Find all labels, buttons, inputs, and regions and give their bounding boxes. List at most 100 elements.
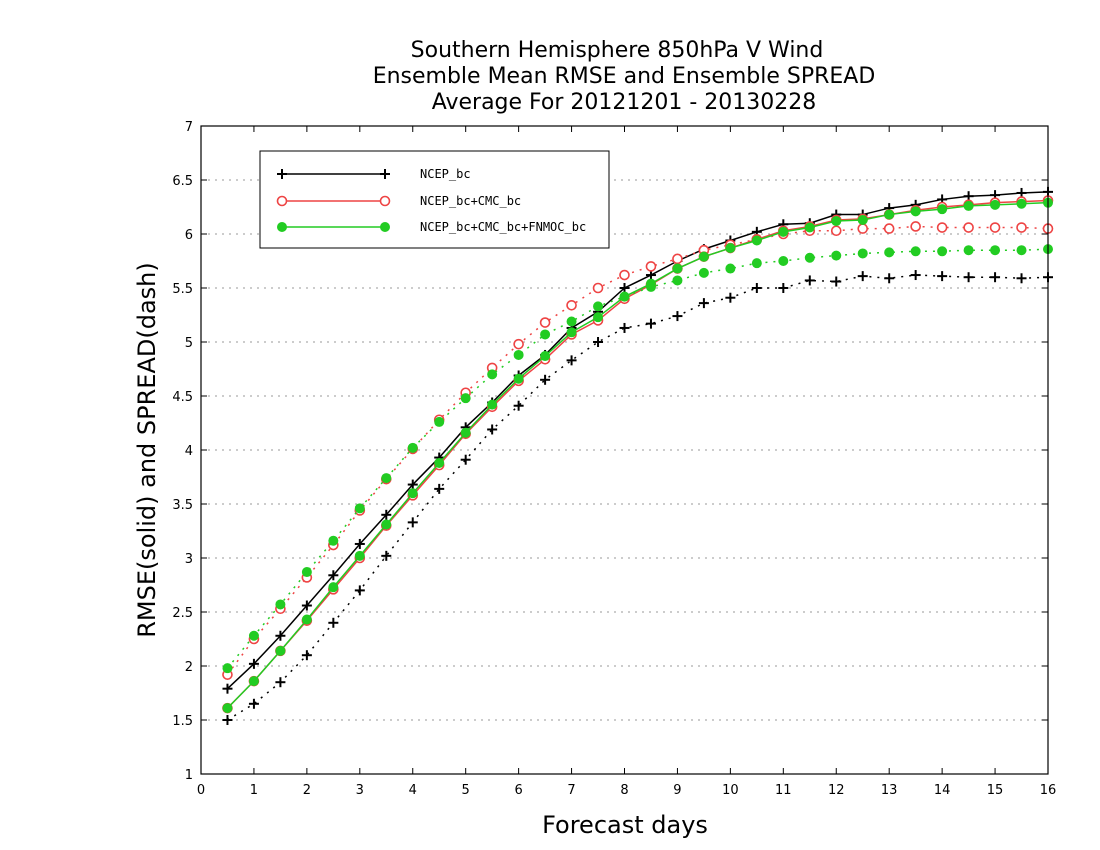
spread-point: [830, 225, 842, 237]
x-axis-label: Forecast days: [542, 811, 708, 839]
spread-point: [460, 454, 471, 465]
spread-line-0: [227, 274, 1049, 721]
spread-point: [513, 349, 524, 360]
spread-point: [884, 247, 895, 258]
rmse-point: [566, 327, 577, 338]
x-tick-label: 13: [881, 783, 898, 798]
x-tick-label: 10: [722, 783, 739, 798]
y-tick-label: 3.5: [172, 498, 193, 513]
x-tick-label: 9: [673, 783, 681, 798]
rmse-point: [540, 351, 551, 362]
spread-point: [566, 299, 577, 311]
spread-point: [566, 355, 577, 366]
x-tick-label: 5: [462, 783, 470, 798]
spread-point: [540, 329, 551, 340]
spread-point: [434, 483, 445, 494]
rmse-point: [460, 427, 471, 438]
series-2: [222, 197, 1053, 714]
spread-point: [381, 473, 392, 484]
gridlines: [201, 179, 1048, 721]
legend-marker: [276, 195, 288, 207]
x-tick-label: 8: [620, 783, 628, 798]
spread-point: [248, 630, 259, 641]
spread-point: [672, 253, 683, 265]
spread-point: [1016, 273, 1027, 284]
rmse-point: [301, 600, 312, 611]
spread-point: [487, 369, 498, 380]
rmse-point: [698, 251, 709, 262]
spread-point: [301, 567, 312, 578]
spread-point: [937, 246, 948, 257]
legend-marker: [277, 222, 287, 232]
spread-point: [778, 256, 789, 266]
rmse-point: [354, 550, 365, 561]
x-tick-label: 2: [303, 783, 311, 798]
y-tick-label: 1: [185, 768, 193, 783]
spread-point: [539, 317, 551, 328]
spread-point: [989, 222, 1001, 233]
rmse-point: [434, 457, 445, 468]
legend-label-2: NCEP_bc+CMC_bc+FNMOC_bc: [420, 220, 586, 234]
x-tick-label: 12: [828, 783, 845, 798]
spread-point: [592, 282, 604, 294]
rmse-point: [725, 243, 736, 254]
rmse-point: [963, 200, 974, 211]
rmse-point: [619, 283, 630, 293]
spread-point: [301, 650, 312, 661]
spread-point: [540, 374, 551, 385]
rmse-point: [778, 226, 789, 237]
spread-point: [619, 322, 630, 333]
spread-point: [963, 245, 974, 256]
rmse-point: [1016, 198, 1027, 209]
x-tick-label: 14: [934, 783, 951, 798]
rmse-line-2: [226, 201, 1049, 709]
y-tick-label: 6: [185, 228, 193, 243]
spread-point: [804, 275, 815, 286]
rmse-point: [407, 488, 418, 499]
spread-point: [566, 316, 577, 327]
rmse-point: [328, 570, 339, 581]
spread-line-1: [226, 225, 1049, 676]
legend-box: [259, 150, 610, 249]
spread-point: [963, 222, 974, 233]
legend: NCEP_bc NCEP_bc+CMC_bc NCEP_bc+CMC_bc+FNMO…: [259, 150, 610, 249]
y-tick-label: 6.5: [172, 174, 193, 189]
rmse-point: [990, 199, 1001, 210]
spread-point: [751, 283, 762, 293]
spread-point: [645, 261, 657, 272]
rmse-point: [831, 216, 842, 227]
spread-point: [910, 221, 921, 232]
rmse-point: [248, 676, 259, 687]
x-axis-ticks: 0 1 2 3 4 5 6 7 8 9 10 11 12 13 14 15 16: [197, 126, 1056, 798]
rmse-point: [963, 191, 974, 202]
spread-point: [751, 258, 762, 269]
spread-point: [407, 442, 418, 453]
legend-marker: [379, 195, 391, 207]
spread-point: [328, 617, 339, 628]
spread-point: [857, 248, 868, 259]
spread-point: [804, 252, 815, 263]
spread-point: [672, 311, 683, 322]
legend-marker: [380, 222, 390, 232]
spread-point: [222, 663, 233, 674]
rmse-line-1: [226, 199, 1049, 709]
spread-point: [513, 338, 524, 350]
rmse-point: [645, 278, 656, 289]
spread-point: [937, 271, 948, 282]
series-1: [222, 195, 1054, 714]
series-0: [222, 186, 1053, 725]
rmse-point: [645, 270, 656, 281]
spread-point: [1016, 222, 1027, 233]
rmse-point: [593, 312, 604, 323]
spread-line-2: [226, 248, 1049, 669]
spread-point: [672, 275, 683, 286]
y-tick-label: 5: [185, 336, 193, 351]
rmse-point: [381, 519, 392, 530]
chart-title: Southern Hemisphere 850hPa V Wind Ensemb…: [373, 38, 876, 115]
rmse-point: [751, 235, 762, 246]
rmse-point: [275, 645, 286, 656]
rmse-point: [513, 373, 524, 384]
chart-title-line-3: Average For 20121201 - 20130228: [432, 90, 817, 115]
spread-point: [354, 503, 365, 514]
